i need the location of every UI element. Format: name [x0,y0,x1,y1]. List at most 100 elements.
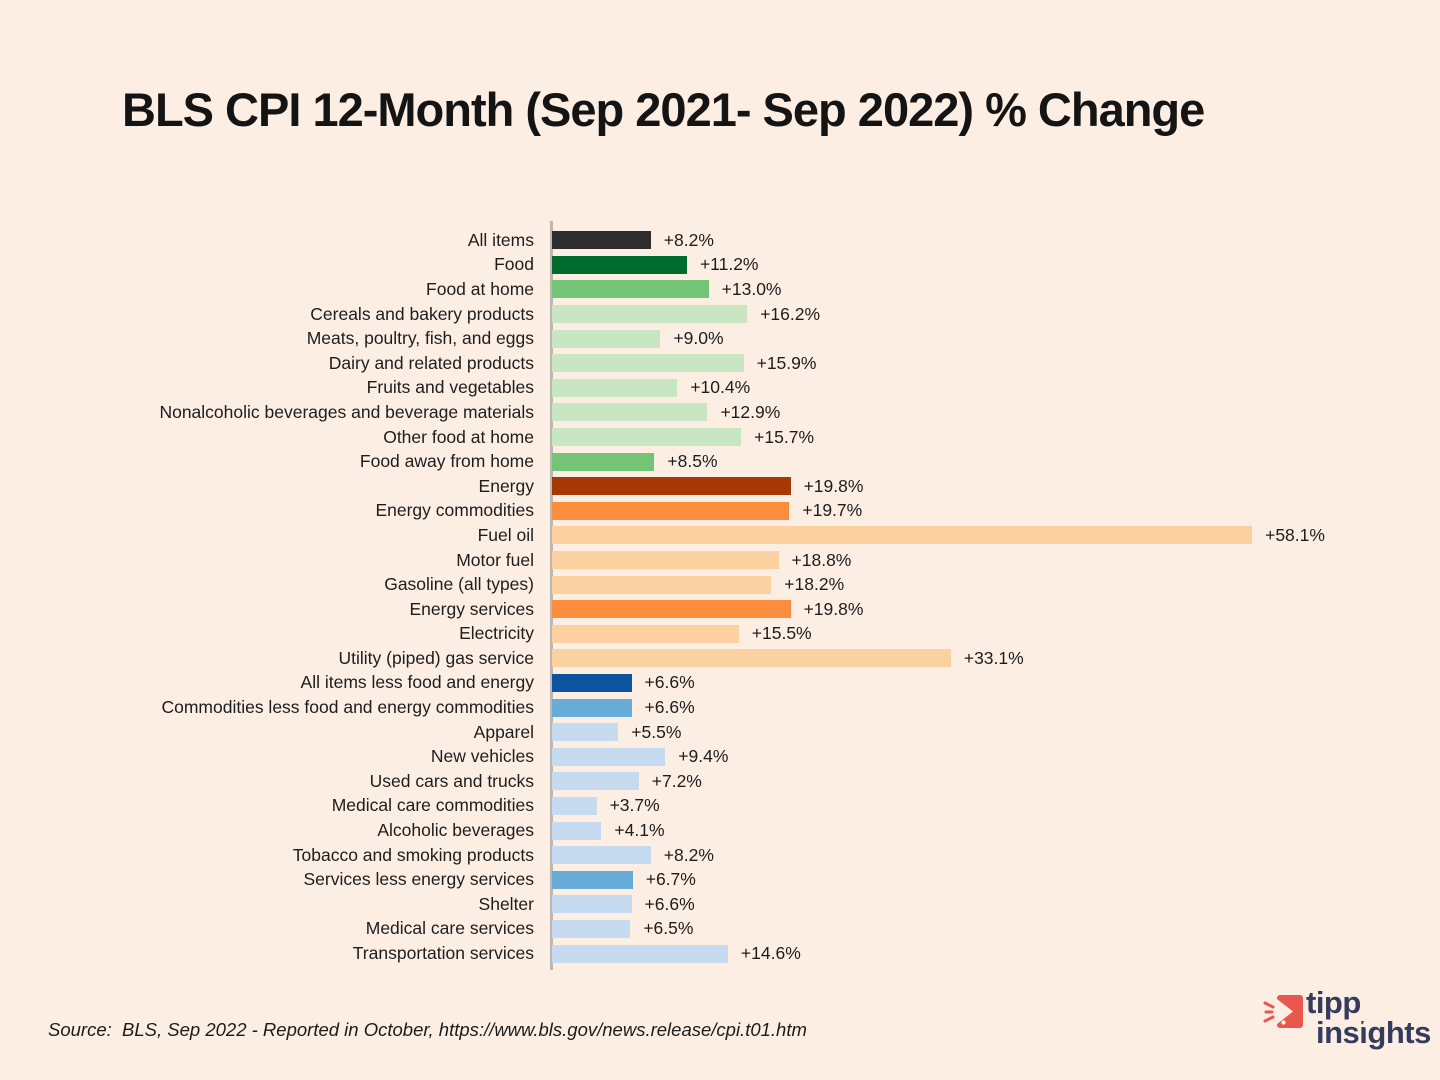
bar [552,624,739,643]
category-label: Nonalcoholic beverages and beverage mate… [159,401,534,422]
bar-row: New vehicles +9.4% [0,744,1440,769]
bar [552,428,742,447]
category-label: Food away from home [359,451,534,472]
value-label: +6.6% [644,672,695,693]
bar-row: Apparel +5.5% [0,720,1440,745]
bar-row: Alcoholic beverages +4.1% [0,818,1440,843]
bar-area: +18.2% [552,572,1440,597]
bar [552,772,639,791]
bar-area: +19.7% [552,499,1440,524]
bar [552,723,619,742]
bar-chart: All items +8.2% Food +11.2% Food at home +13.… [0,228,1440,966]
bar-row: Energy +19.8% [0,474,1440,499]
category-label: Medical care commodities [331,795,534,816]
category-label: Food at home [426,278,534,299]
value-label: +19.8% [803,598,864,619]
value-label: +16.2% [760,303,821,324]
bar-area: +9.4% [552,744,1440,769]
y-axis-line [550,221,553,970]
bar-row: Fuel oil +58.1% [0,523,1440,548]
category-label: Alcoholic beverages [377,820,534,841]
bar-area: +15.9% [552,351,1440,376]
category-label: Fuel oil [477,524,534,545]
bar-row: Food away from home +8.5% [0,449,1440,474]
category-label: Fruits and vegetables [366,377,534,398]
bar-row: Tobacco and smoking products +8.2% [0,843,1440,868]
bar-row: Medical care commodities +3.7% [0,794,1440,819]
value-label: +8.5% [667,451,718,472]
bar-area: +6.5% [552,917,1440,942]
value-label: +7.2% [651,770,702,791]
category-label: Shelter [478,893,534,914]
bar-row: Transportation services +14.6% [0,941,1440,966]
logo-word-tipp: tipp [1306,985,1361,1020]
chart-title: BLS CPI 12-Month (Sep 2021- Sep 2022) % … [122,83,1205,136]
bar [552,378,678,397]
value-label: +14.6% [740,943,801,964]
category-label: All items [467,229,534,250]
value-label: +9.0% [673,328,724,349]
bar-row: Used cars and trucks +7.2% [0,769,1440,794]
value-label: +33.1% [963,647,1024,668]
bar [552,477,791,496]
category-label: Food [494,254,534,275]
value-label: +6.7% [645,869,696,890]
bar-area: +11.2% [552,253,1440,278]
value-label: +6.5% [643,918,694,939]
bar [552,255,687,274]
bar [552,747,666,766]
value-label: +5.5% [631,721,682,742]
bar-area: +6.7% [552,867,1440,892]
value-label: +9.4% [678,746,729,767]
bar-row: Electricity +15.5% [0,622,1440,647]
tipp-insights-logo: tipp insights [1262,985,1431,1051]
bar-area: +8.5% [552,449,1440,474]
value-label: +19.7% [802,500,863,521]
bar [552,895,632,914]
value-label: +19.8% [803,475,864,496]
bar-area: +15.7% [552,425,1440,450]
bar-area: +15.5% [552,622,1440,647]
bar-row: Dairy and related products +15.9% [0,351,1440,376]
bar-area: +58.1% [552,523,1440,548]
logo-wordmark: tipp insights [1306,985,1431,1051]
tipp-arrow-icon [1263,995,1303,1028]
value-label: +15.5% [751,623,812,644]
bar-row: Medical care services +6.5% [0,917,1440,942]
bar-area: +16.2% [552,302,1440,327]
value-label: +18.8% [791,549,852,570]
logo-word-insights: insights [1316,1015,1431,1051]
bar-row: Food +11.2% [0,253,1440,278]
value-label: +58.1% [1265,524,1325,545]
bar-row: Food at home +13.0% [0,277,1440,302]
category-label: Energy [478,475,534,496]
category-label: Commodities less food and energy commodi… [161,697,534,718]
bar [552,796,597,815]
bar-row: Services less energy services +6.7% [0,867,1440,892]
category-label: Tobacco and smoking products [292,844,534,865]
category-label: Energy commodities [375,500,534,521]
bar [552,280,709,299]
bar-row: Gasoline (all types) +18.2% [0,572,1440,597]
bar [552,329,661,348]
value-label: +11.2% [699,254,759,275]
value-label: +13.0% [721,278,782,299]
category-label: Energy services [409,598,535,619]
bar-row: Motor fuel +18.8% [0,548,1440,573]
bar-area: +8.2% [552,843,1440,868]
bar-row: All items +8.2% [0,228,1440,253]
bar-row: Energy services +19.8% [0,597,1440,622]
value-label: +18.2% [784,574,845,595]
category-label: New vehicles [430,746,534,767]
bar-area: +33.1% [552,646,1440,671]
value-label: +3.7% [609,795,660,816]
logo-i-dot [1363,1020,1371,1029]
bar [552,551,779,570]
bar-area: +8.2% [552,228,1440,253]
value-label: +10.4% [690,377,751,398]
logo-word-insights-text: insights [1316,1015,1431,1051]
bar [552,526,1253,545]
bar-area: +19.8% [552,597,1440,622]
bar-row: All items less food and energy +6.6% [0,671,1440,696]
